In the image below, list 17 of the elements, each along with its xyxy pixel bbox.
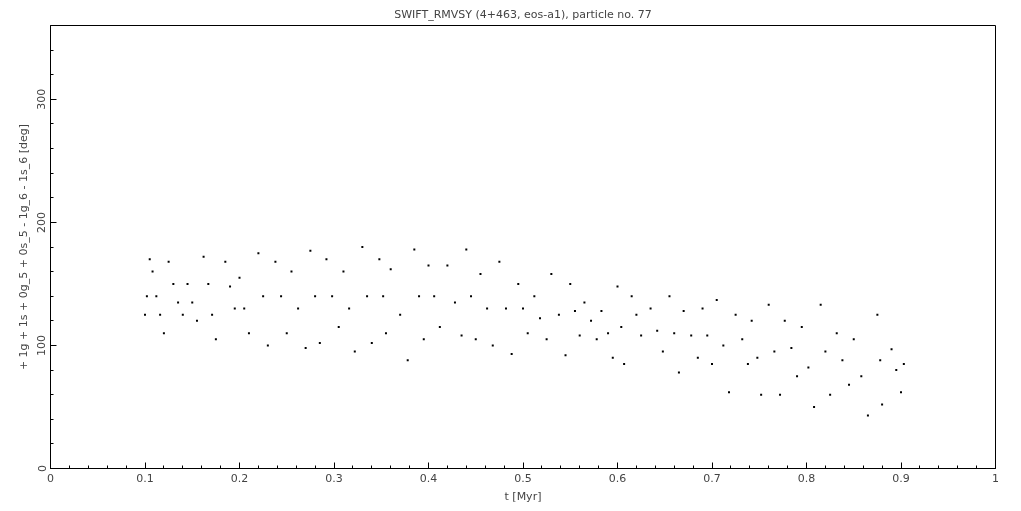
x-tick-label: 0.2 [230, 471, 249, 485]
y-tick-label: 0 [35, 465, 49, 472]
x-tick-label: 0.8 [797, 471, 816, 485]
y-tick-label: 300 [35, 88, 49, 110]
x-tick-label: 0.5 [514, 471, 532, 485]
x-tick-label: 0.3 [325, 471, 343, 485]
x-tick-label: 0.1 [136, 471, 154, 485]
x-tick-label: 0.9 [892, 471, 910, 485]
y-tick-label: 100 [35, 334, 49, 356]
x-tick-label: 0.6 [608, 471, 627, 485]
chart-title: SWIFT_RMVSY (4+463, eos-a1), particle no. 77 [394, 7, 652, 21]
x-tick-label: 0.7 [703, 471, 721, 485]
y-tick-label: 200 [35, 211, 49, 233]
x-tick-label: 0.4 [419, 471, 438, 485]
x-tick-label: 1 [992, 471, 999, 485]
y-axis-title: + 1g + 1s + 0g_5 + 0s_5 - 1g_6 - 1s_6 [deg] [16, 123, 30, 371]
x-axis-title: t [Myr] [504, 489, 542, 503]
